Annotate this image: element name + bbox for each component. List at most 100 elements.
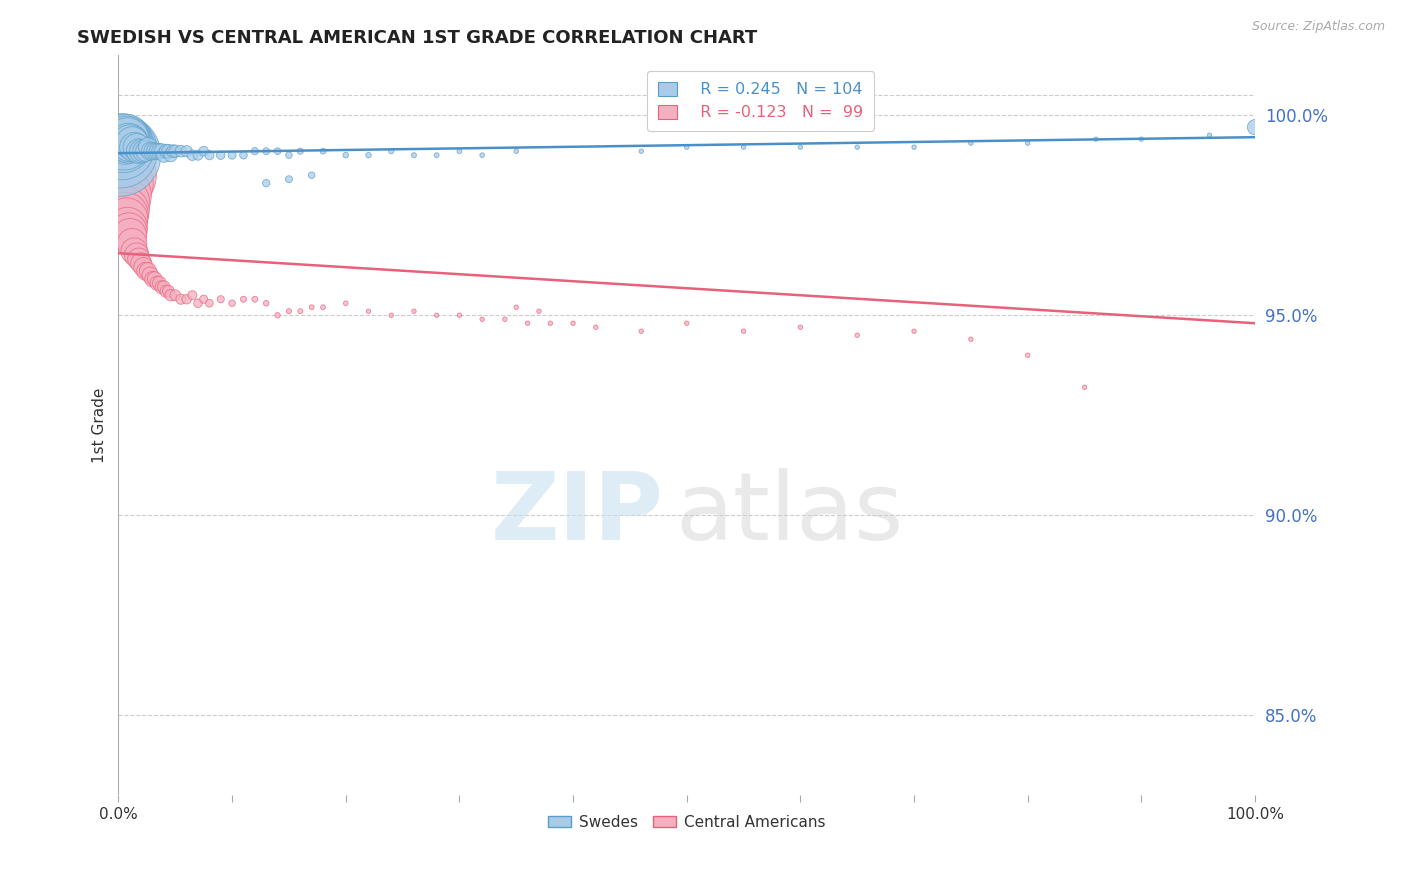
Point bbox=[121, 136, 143, 151]
Point bbox=[150, 144, 173, 158]
Point bbox=[209, 292, 232, 306]
Point bbox=[266, 144, 288, 158]
Point bbox=[139, 144, 162, 158]
Point bbox=[181, 288, 204, 302]
Point bbox=[181, 148, 204, 162]
Point bbox=[277, 172, 299, 186]
Point bbox=[505, 300, 527, 314]
Point bbox=[176, 144, 198, 158]
Point bbox=[136, 264, 159, 278]
Point bbox=[118, 228, 141, 243]
Text: ZIP: ZIP bbox=[491, 468, 664, 560]
Point bbox=[675, 140, 697, 154]
Point bbox=[789, 140, 811, 154]
Point bbox=[159, 288, 181, 302]
Point bbox=[960, 136, 983, 151]
Point bbox=[335, 296, 357, 310]
Point bbox=[630, 144, 652, 158]
Point bbox=[562, 316, 585, 330]
Point bbox=[1017, 136, 1039, 151]
Point bbox=[1198, 128, 1220, 143]
Point bbox=[789, 320, 811, 334]
Point bbox=[193, 144, 215, 158]
Point bbox=[449, 308, 471, 322]
Point bbox=[143, 272, 166, 286]
Point bbox=[132, 144, 155, 158]
Point bbox=[380, 308, 402, 322]
Point bbox=[170, 292, 193, 306]
Point bbox=[221, 296, 243, 310]
Point bbox=[115, 132, 138, 146]
Point bbox=[675, 316, 697, 330]
Point bbox=[312, 144, 335, 158]
Point bbox=[516, 316, 538, 330]
Point bbox=[111, 140, 134, 154]
Point bbox=[266, 308, 288, 322]
Point bbox=[176, 292, 198, 306]
Point bbox=[243, 292, 266, 306]
Point bbox=[903, 140, 925, 154]
Point bbox=[471, 148, 494, 162]
Point bbox=[136, 140, 159, 154]
Point bbox=[114, 208, 136, 222]
Point bbox=[110, 144, 132, 158]
Point bbox=[1073, 380, 1095, 394]
Point bbox=[1084, 132, 1107, 146]
Point bbox=[494, 312, 516, 326]
Point bbox=[402, 148, 425, 162]
Legend: Swedes, Central Americans: Swedes, Central Americans bbox=[543, 809, 831, 836]
Point bbox=[426, 308, 449, 322]
Point bbox=[108, 168, 131, 182]
Point bbox=[118, 136, 141, 151]
Point bbox=[471, 312, 494, 326]
Point bbox=[960, 332, 983, 346]
Point bbox=[141, 272, 163, 286]
Point bbox=[117, 220, 139, 235]
Point bbox=[125, 140, 148, 154]
Text: SWEDISH VS CENTRAL AMERICAN 1ST GRADE CORRELATION CHART: SWEDISH VS CENTRAL AMERICAN 1ST GRADE CO… bbox=[77, 29, 758, 46]
Point bbox=[118, 136, 141, 151]
Point bbox=[159, 148, 181, 162]
Point bbox=[114, 132, 136, 146]
Point bbox=[846, 328, 869, 343]
Point bbox=[254, 176, 277, 190]
Point bbox=[449, 144, 471, 158]
Point bbox=[153, 280, 176, 294]
Point bbox=[903, 324, 925, 338]
Point bbox=[155, 284, 177, 298]
Point bbox=[129, 144, 152, 158]
Point bbox=[1244, 120, 1267, 135]
Point bbox=[128, 252, 150, 267]
Point bbox=[1130, 132, 1153, 146]
Point bbox=[146, 144, 169, 158]
Point bbox=[357, 304, 380, 318]
Point bbox=[165, 288, 187, 302]
Point bbox=[155, 144, 177, 158]
Point bbox=[150, 280, 173, 294]
Point bbox=[121, 236, 143, 251]
Point bbox=[162, 144, 184, 158]
Point bbox=[112, 136, 135, 151]
Point bbox=[527, 304, 550, 318]
Point bbox=[380, 144, 402, 158]
Point bbox=[117, 132, 139, 146]
Point bbox=[243, 144, 266, 158]
Point bbox=[335, 148, 357, 162]
Y-axis label: 1st Grade: 1st Grade bbox=[93, 388, 107, 463]
Point bbox=[277, 304, 299, 318]
Point bbox=[630, 324, 652, 338]
Point bbox=[148, 277, 170, 291]
Point bbox=[538, 316, 561, 330]
Point bbox=[733, 324, 755, 338]
Point bbox=[290, 304, 312, 318]
Point bbox=[221, 148, 243, 162]
Point bbox=[165, 144, 187, 158]
Point bbox=[312, 300, 335, 314]
Point bbox=[135, 144, 157, 158]
Point bbox=[402, 304, 425, 318]
Point bbox=[198, 296, 221, 310]
Point bbox=[111, 136, 134, 151]
Point bbox=[505, 144, 527, 158]
Point bbox=[198, 148, 221, 162]
Point bbox=[128, 144, 150, 158]
